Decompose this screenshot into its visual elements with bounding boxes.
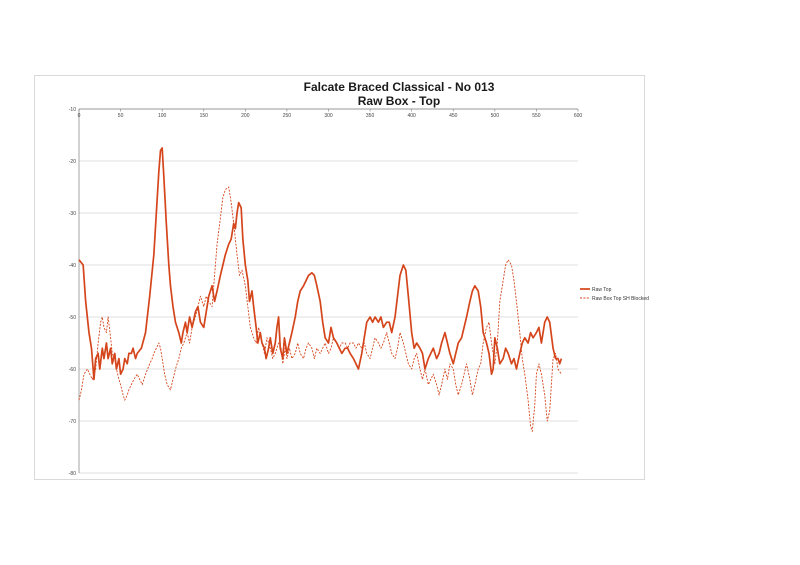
y-tick-label: -80: [69, 471, 76, 477]
x-tick-label: 350: [366, 113, 375, 119]
x-tick-label: 400: [407, 113, 416, 119]
y-tick-label: -30: [69, 211, 76, 217]
gridlines: [79, 108, 578, 474]
x-tick-label: 50: [118, 113, 124, 119]
y-tick-label: -70: [69, 419, 76, 425]
y-tick-label: -20: [69, 159, 76, 165]
y-tick-label: -40: [69, 263, 76, 269]
x-tick-label: 100: [158, 113, 167, 119]
legend: Raw Top Raw Box Top SH Blocked: [580, 287, 649, 302]
x-tick-label: 150: [200, 113, 209, 119]
y-tick-label: -60: [69, 367, 76, 373]
series-group: [78, 147, 563, 432]
chart-title: Falcate Braced Classical - No 013 Raw Bo…: [34, 80, 764, 108]
y-tick-label: -10: [69, 107, 76, 113]
chart-area: [34, 75, 645, 480]
y-tick-label: -50: [69, 315, 76, 321]
x-tick-label: 500: [491, 113, 500, 119]
series-line-raw-top: [78, 147, 563, 381]
x-tick-label: 550: [532, 113, 541, 119]
axes: -10 -20 -30 -40 -50 -60 -70 -80 0 50 100 150 200 250 3…: [69, 107, 583, 477]
x-tick-label: 450: [449, 113, 458, 119]
chart-title-line1: Falcate Braced Classical - No 013: [303, 80, 495, 94]
series-line-raw-box-top-sh-blocked: [78, 186, 562, 432]
x-tick-label: 250: [283, 113, 292, 119]
x-tick-label: 200: [241, 113, 250, 119]
legend-label: Raw Top: [592, 287, 612, 293]
x-tick-label: 600: [574, 113, 583, 119]
legend-label: Raw Box Top SH Blocked: [592, 296, 649, 302]
x-tick-label: 0: [78, 113, 81, 119]
chart-title-line2: Raw Box - Top: [357, 94, 441, 108]
x-tick-label: 300: [324, 113, 333, 119]
